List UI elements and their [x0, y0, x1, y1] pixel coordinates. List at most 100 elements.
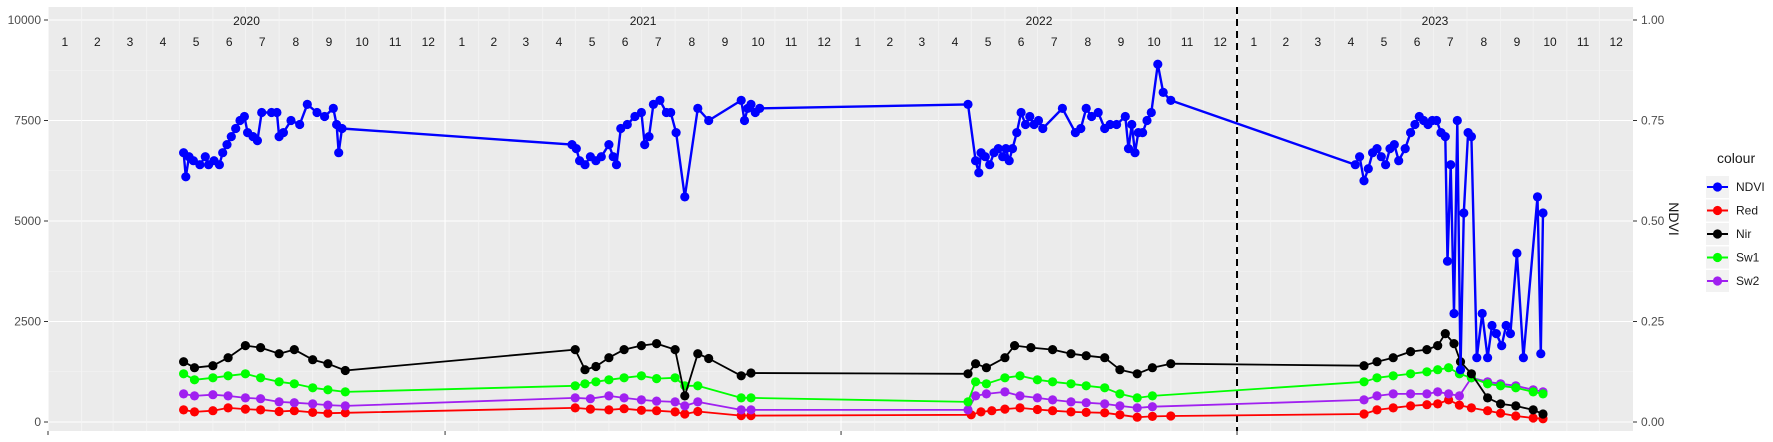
data-point: [240, 341, 250, 351]
data-point: [1066, 379, 1076, 389]
data-point: [1048, 345, 1058, 355]
month-label: 6: [1018, 35, 1025, 49]
legend-title: colour: [1717, 150, 1755, 166]
data-point: [1406, 128, 1416, 138]
data-point: [340, 408, 350, 418]
data-point: [1132, 369, 1142, 379]
series-layer: [179, 59, 1548, 424]
legend-label-red: Red: [1736, 204, 1758, 218]
y-right-tick-label: 0.25: [1641, 315, 1665, 329]
data-point: [1016, 107, 1026, 118]
data-point: [1076, 123, 1086, 134]
data-point: [608, 152, 618, 162]
data-point: [619, 393, 629, 403]
data-point: [1388, 389, 1398, 399]
data-point: [1410, 119, 1420, 130]
data-point: [1015, 403, 1025, 413]
data-point: [652, 396, 662, 406]
data-point: [1359, 176, 1369, 186]
series-nir: [179, 329, 1548, 419]
data-point: [1400, 144, 1410, 154]
data-point: [1449, 308, 1459, 319]
data-point: [1433, 399, 1443, 409]
data-point: [1496, 399, 1506, 409]
data-point: [1487, 320, 1497, 331]
data-point: [189, 407, 200, 417]
legend-label-sw2: Sw2: [1736, 274, 1760, 288]
data-point: [604, 353, 614, 363]
month-label: 9: [1514, 35, 1521, 49]
data-point: [1115, 365, 1125, 375]
data-point: [736, 405, 746, 415]
data-point: [981, 363, 992, 373]
month-label: 3: [523, 35, 530, 49]
data-point: [652, 406, 662, 416]
data-point: [571, 144, 581, 154]
y-left-tick-label: 5000: [14, 214, 41, 228]
data-point: [1454, 400, 1464, 410]
data-point: [1406, 369, 1416, 379]
month-label: 10: [1147, 35, 1161, 49]
data-point: [1100, 408, 1110, 418]
data-point: [1115, 401, 1125, 411]
data-point: [195, 160, 205, 170]
data-point: [671, 128, 681, 138]
data-point: [1442, 256, 1453, 266]
data-point: [1466, 403, 1476, 413]
data-point: [1466, 132, 1476, 142]
data-point: [1444, 363, 1454, 373]
data-point: [619, 404, 629, 414]
data-point: [1033, 115, 1044, 126]
y-right-tick-label: 0.75: [1641, 114, 1665, 128]
data-point: [1115, 410, 1125, 420]
data-point: [1112, 119, 1122, 130]
data-point: [1394, 156, 1404, 166]
data-point: [323, 400, 333, 410]
data-point: [1433, 341, 1443, 351]
data-point: [289, 379, 299, 389]
month-label: 2: [491, 35, 498, 49]
data-point: [1105, 119, 1115, 130]
data-point: [604, 140, 614, 150]
data-point: [670, 397, 680, 407]
data-point: [1048, 377, 1058, 387]
legend-label-sw1: Sw1: [1736, 251, 1760, 265]
data-point: [580, 379, 590, 389]
data-point: [1166, 95, 1176, 105]
data-point: [1120, 111, 1130, 122]
data-point: [1015, 371, 1025, 381]
data-point: [1538, 389, 1548, 399]
data-point: [179, 405, 189, 415]
data-point: [1100, 399, 1110, 409]
data-point: [1372, 405, 1382, 415]
data-point: [208, 373, 218, 383]
data-point: [670, 345, 680, 355]
month-label: 8: [293, 35, 300, 49]
data-point: [1142, 115, 1152, 126]
data-point: [1433, 365, 1443, 375]
data-point: [1032, 375, 1042, 385]
data-point: [980, 152, 990, 162]
data-point: [611, 160, 622, 170]
data-point: [1147, 363, 1157, 373]
data-point: [746, 368, 756, 378]
data-point: [963, 397, 973, 407]
data-point: [231, 123, 241, 134]
data-point: [320, 111, 330, 122]
month-label: 12: [422, 35, 436, 49]
data-point: [580, 160, 590, 170]
data-point: [655, 95, 665, 105]
month-label: 7: [655, 35, 662, 49]
data-point: [1454, 391, 1464, 401]
data-point: [1048, 395, 1058, 405]
month-label: 12: [1610, 35, 1624, 49]
month-label: 7: [259, 35, 266, 49]
data-point: [1432, 115, 1442, 126]
data-point: [974, 168, 984, 178]
data-point: [993, 144, 1003, 154]
data-point: [1007, 144, 1018, 154]
data-point: [223, 391, 233, 401]
data-point: [1452, 115, 1462, 126]
year-label: 2020: [233, 14, 260, 28]
data-point: [636, 341, 647, 351]
